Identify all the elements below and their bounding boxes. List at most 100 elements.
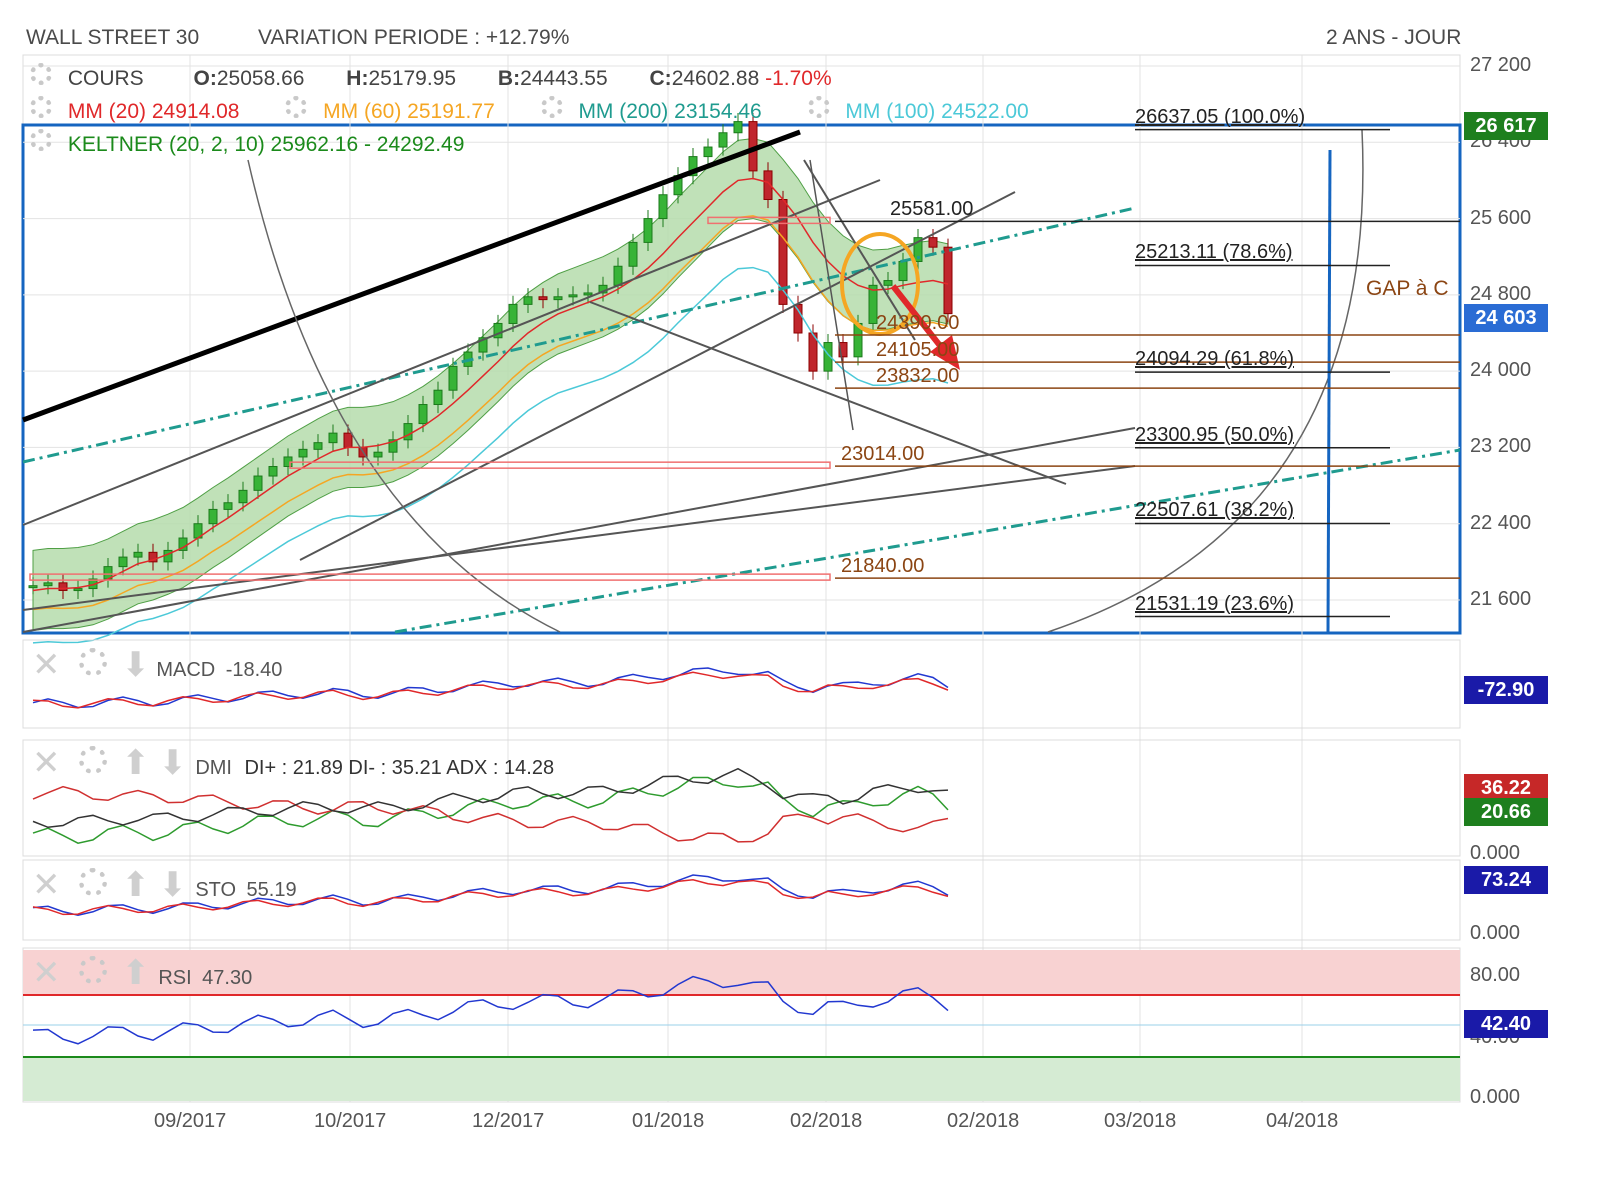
vertical-marker	[1326, 149, 1332, 633]
trendline-2	[299, 191, 1016, 561]
candle-body	[478, 337, 488, 353]
settings-gear-icon[interactable]	[285, 96, 308, 118]
level-label: 24390.00	[876, 311, 960, 334]
fib-label: 22507.61 (38.2%)	[1135, 499, 1295, 522]
candle-body	[628, 241, 638, 267]
indicator-panel	[22, 639, 1461, 729]
candle-body	[238, 489, 248, 504]
x-tick-label: 04/2018	[1266, 1110, 1339, 1132]
close-icon[interactable]: ✕	[32, 646, 61, 684]
settings-gear-icon[interactable]	[78, 956, 107, 984]
x-tick-label: 03/2018	[1104, 1110, 1177, 1132]
candle-body	[508, 303, 518, 324]
legend-mm-row[interactable]: MM (20) 24914.08 MM (60) 25191.77 MM (20…	[30, 96, 1029, 124]
x-tick-label: 02/2018	[947, 1110, 1020, 1132]
y-tick-label: 25 600	[1470, 206, 1532, 229]
fib-arc-right	[1047, 129, 1364, 633]
candle-body	[643, 218, 653, 243]
candle-body	[868, 284, 878, 324]
y-tick-label: 21 600	[1470, 588, 1532, 610]
candle-body	[163, 549, 173, 563]
candle-body	[73, 588, 83, 592]
y-tick-label: 24 000	[1470, 359, 1532, 382]
candle-body	[733, 121, 743, 134]
level-label: 23832.00	[876, 365, 960, 388]
di-minus-line	[32, 785, 949, 843]
variation-text: VARIATION PERIODE : +12.79%	[258, 26, 570, 49]
candle-body	[403, 423, 413, 441]
macd-signal-line	[32, 671, 949, 709]
settings-gear-icon[interactable]	[78, 648, 107, 676]
trendline-5	[589, 301, 1067, 485]
candle-body	[148, 551, 158, 563]
close-icon[interactable]: ✕	[32, 866, 61, 904]
macd-header: ✕ ⬇ MACD -18.40	[32, 646, 283, 684]
indicator-panel	[22, 859, 1461, 941]
legend-keltner[interactable]: KELTNER (20, 2, 10) 25962.16 - 24292.49	[30, 129, 464, 157]
channel-line-upper	[22, 206, 1136, 464]
close-icon[interactable]: ✕	[32, 744, 61, 782]
candle-body	[343, 432, 353, 448]
candle-body	[823, 342, 833, 372]
candle-body	[613, 265, 623, 286]
di-plus-badge: 20.66	[1464, 798, 1548, 826]
candle-body	[418, 404, 428, 425]
trendline-3	[22, 427, 1136, 633]
arrow-down-icon[interactable]: ⬇	[121, 646, 150, 684]
candle-body	[133, 551, 143, 558]
candle-body	[28, 585, 38, 589]
candle-body	[313, 442, 323, 450]
sto-value-badge: 73.24	[1464, 866, 1548, 894]
sto-d-line	[32, 879, 949, 916]
y-tick-label: 22 400	[1470, 511, 1532, 534]
candle-body	[913, 237, 923, 262]
macd-value-badge: -72.90	[1464, 676, 1548, 704]
candle-body	[943, 246, 953, 315]
dmi-header: ✕ ⬆ ⬇ DMI DI+ : 21.89 DI- : 35.21 ADX : …	[32, 744, 555, 782]
legend-cours[interactable]: COURS O:25058.66 H:25179.95 B:24443.55 C…	[30, 63, 832, 91]
candle-body	[223, 502, 233, 510]
candle-body	[553, 296, 563, 301]
instrument-title: WALL STREET 30	[26, 26, 200, 49]
arrow-up-icon[interactable]: ⬆	[121, 866, 150, 904]
rsi-value-badge: 42.40	[1464, 1010, 1548, 1038]
arrow-down-icon[interactable]: ⬇	[158, 866, 187, 904]
rsi-80-label: 80.00	[1470, 964, 1521, 986]
sto-k-line	[32, 874, 949, 917]
level-label: 21840.00	[841, 555, 925, 578]
level-label: 24105.00	[876, 339, 960, 362]
y-tick-label: 23 200	[1470, 435, 1532, 458]
candle-body	[448, 365, 458, 391]
arrow-down-icon[interactable]: ⬇	[158, 744, 187, 782]
fib-label: 24094.29 (61.8%)	[1135, 348, 1295, 371]
settings-gear-icon[interactable]	[807, 96, 830, 118]
candle-body	[298, 448, 308, 458]
settings-gear-icon[interactable]	[78, 868, 107, 896]
settings-gear-icon[interactable]	[30, 96, 52, 118]
rsi-oversold-zone	[23, 1057, 1460, 1101]
candle-body	[43, 582, 53, 587]
trendline-6	[803, 159, 916, 341]
settings-gear-icon[interactable]	[78, 746, 107, 774]
settings-gear-icon[interactable]	[30, 63, 52, 85]
x-tick-label: 01/2018	[632, 1110, 705, 1132]
arrow-up-icon[interactable]: ⬆	[121, 954, 150, 992]
settings-gear-icon[interactable]	[540, 96, 563, 118]
candle-body	[268, 466, 278, 477]
arrow-up-icon[interactable]: ⬆	[121, 744, 150, 782]
period-selector[interactable]: 2 ANS - JOUR	[1326, 26, 1462, 49]
candle-body	[523, 296, 533, 305]
candle-body	[838, 342, 848, 358]
close-icon[interactable]: ✕	[32, 954, 61, 992]
mm100-line	[32, 266, 949, 644]
sto-zero-label: 0.000	[1470, 922, 1521, 944]
highlight-circle	[840, 232, 920, 336]
indicator-panel	[22, 739, 1461, 857]
candle-body	[58, 582, 68, 591]
settings-gear-icon[interactable]	[30, 129, 52, 151]
candle-body	[373, 451, 383, 458]
level-zone	[29, 573, 831, 581]
candles	[28, 113, 953, 600]
candle-body	[118, 556, 128, 568]
